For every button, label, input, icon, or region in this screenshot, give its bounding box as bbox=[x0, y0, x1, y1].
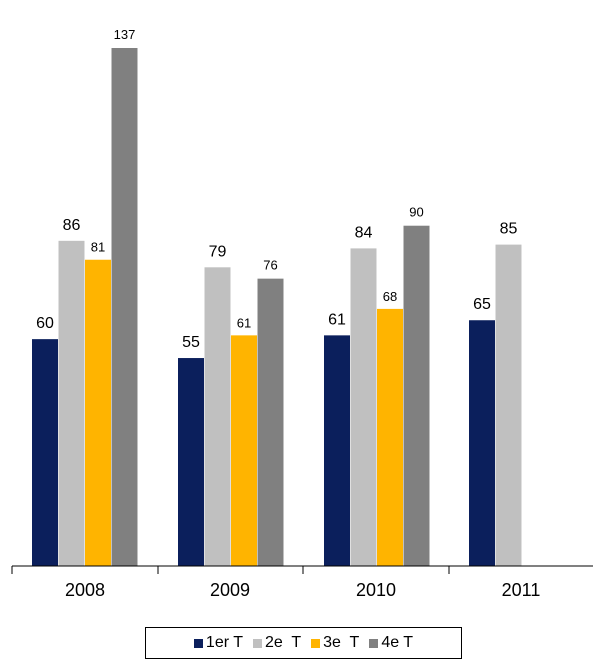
bar-2011-series-2 bbox=[495, 244, 522, 566]
data-label-2008-series-3: 81 bbox=[91, 240, 105, 255]
bar-2008-series-1 bbox=[32, 339, 58, 566]
x-axis: 2008 2009 2010 2011 bbox=[11, 565, 593, 600]
data-label-2009-series-4: 76 bbox=[263, 258, 277, 273]
data-label-2010-series-4: 90 bbox=[409, 205, 423, 220]
x-tick-label-2009: 2009 bbox=[210, 580, 250, 600]
x-tick-label-2011: 2011 bbox=[502, 580, 541, 600]
legend-label-3: 3e T bbox=[323, 634, 360, 651]
data-labels-group: 60 86 81 137 55 79 61 76 61 84 68 90 65 85 bbox=[36, 27, 517, 351]
bar-2009-series-3 bbox=[231, 335, 257, 566]
bar-2010-series-4 bbox=[403, 225, 430, 567]
bar-2010-series-3 bbox=[377, 308, 403, 566]
legend-label-2: 2e T bbox=[264, 634, 302, 651]
data-label-2010-series-2: 84 bbox=[355, 224, 373, 241]
data-label-2010-series-3: 68 bbox=[383, 289, 397, 304]
data-label-2009-series-1: 55 bbox=[182, 334, 200, 351]
legend-label-4: 4e T bbox=[381, 634, 414, 651]
bar-2008-series-4 bbox=[111, 48, 138, 566]
legend-swatch-2 bbox=[252, 638, 262, 648]
bar-2009-series-4 bbox=[257, 278, 284, 566]
legend-swatch-3 bbox=[311, 638, 321, 648]
legend-item-2: 2e T bbox=[252, 634, 302, 652]
legend-item-4: 4e T bbox=[369, 634, 413, 652]
legend-item-1: 1er T bbox=[193, 634, 243, 652]
data-label-2011-series-1: 65 bbox=[473, 296, 491, 313]
data-label-2010-series-1: 61 bbox=[328, 311, 346, 328]
bar-2010-series-1 bbox=[324, 335, 350, 566]
data-label-2008-series-2: 86 bbox=[63, 217, 81, 234]
x-tick-label-2010: 2010 bbox=[356, 580, 396, 600]
bar-2010-series-2 bbox=[350, 248, 377, 566]
bar-2008-series-2 bbox=[58, 240, 85, 566]
data-label-2009-series-2: 79 bbox=[209, 243, 227, 260]
data-label-2011-series-2: 85 bbox=[500, 221, 518, 238]
bar-2008-series-3 bbox=[85, 259, 111, 566]
data-label-2009-series-3: 61 bbox=[237, 315, 251, 330]
bar-2011-series-1 bbox=[469, 320, 495, 566]
x-tick-label-2008: 2008 bbox=[65, 580, 105, 600]
legend-swatch-4 bbox=[369, 638, 379, 648]
bar-2009-series-1 bbox=[178, 358, 204, 566]
bars-group bbox=[32, 48, 522, 567]
data-label-2008-series-1: 60 bbox=[36, 315, 54, 332]
legend-label-1: 1er T bbox=[205, 634, 243, 651]
bar-2009-series-2 bbox=[204, 267, 231, 566]
legend-swatch-1 bbox=[193, 638, 203, 648]
data-label-2008-series-4: 137 bbox=[114, 27, 136, 42]
legend-item-3: 3e T bbox=[311, 634, 359, 652]
legend: 1er T 2e T 3e T 4e T bbox=[145, 627, 462, 659]
